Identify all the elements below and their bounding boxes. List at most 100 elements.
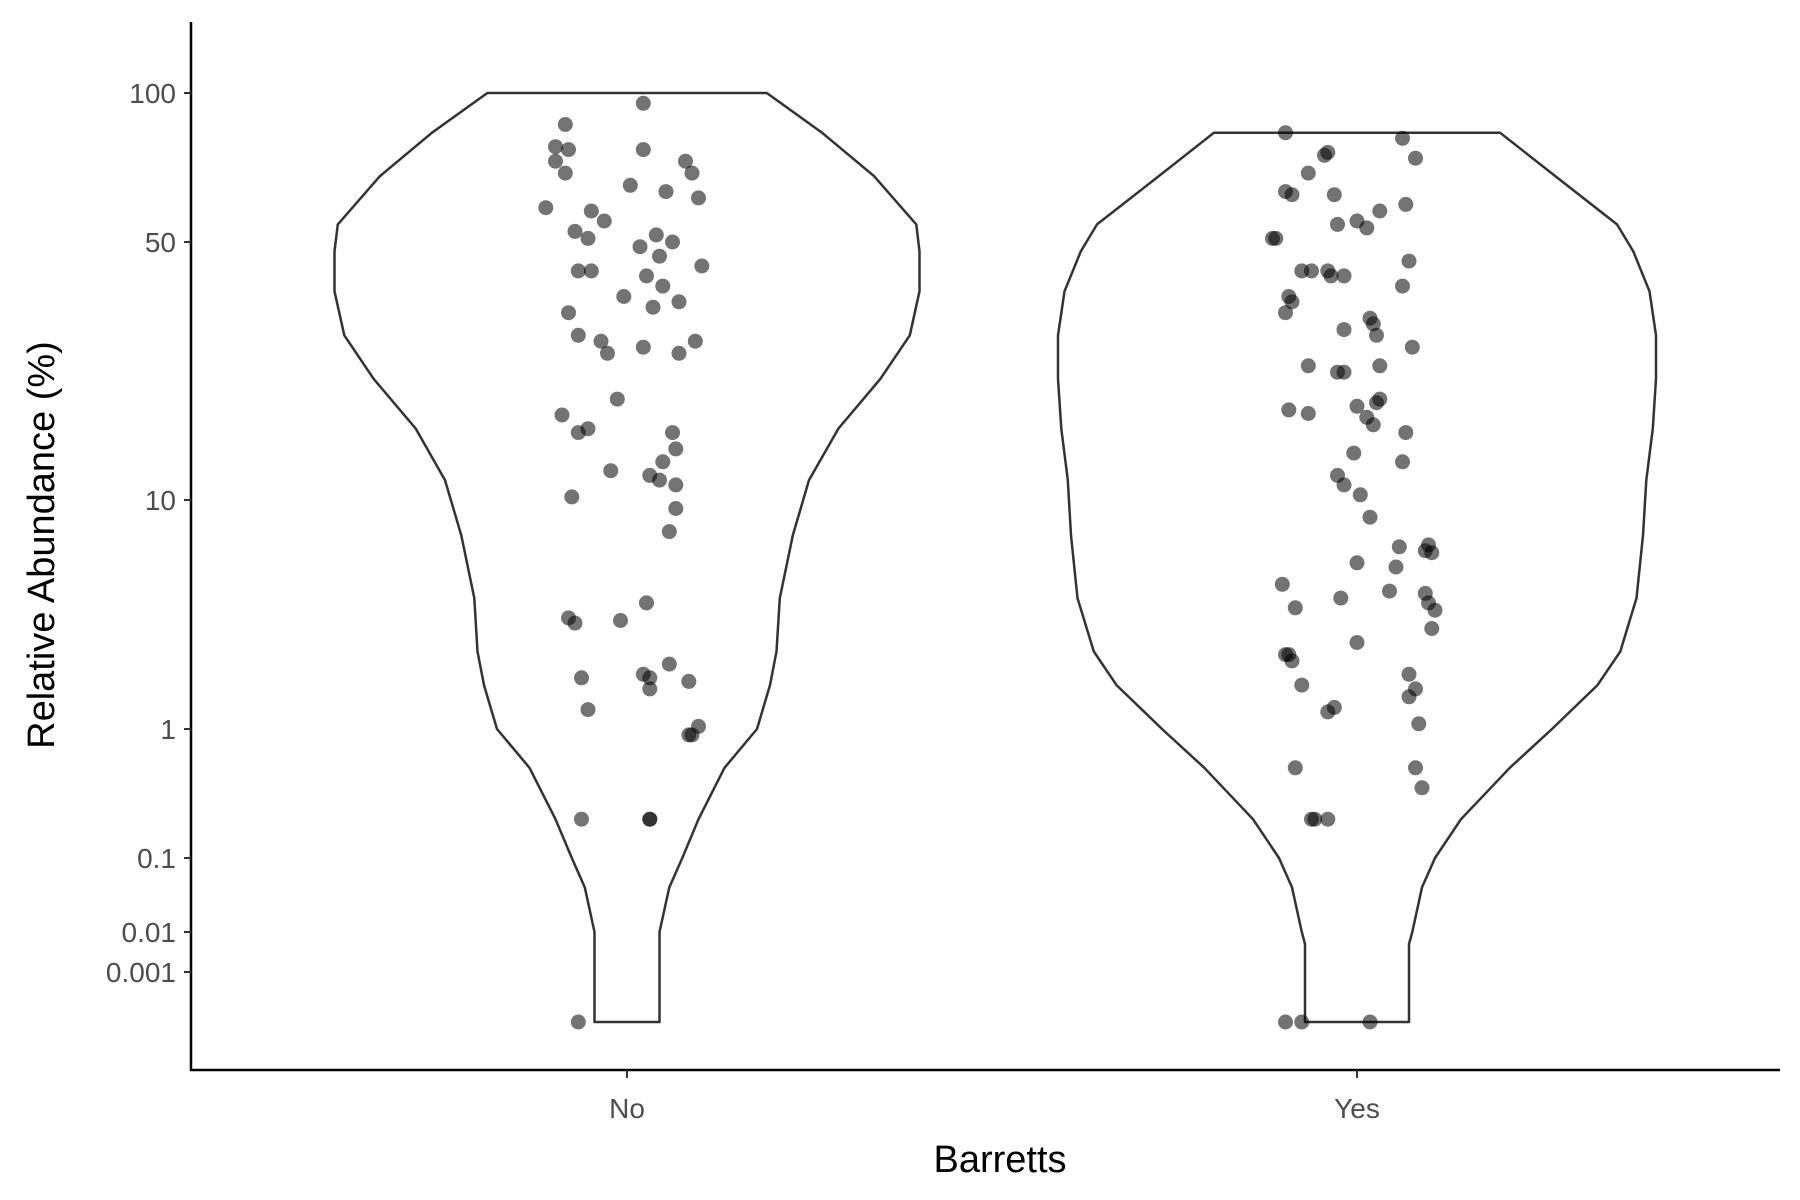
- data-point-yes: [1320, 811, 1336, 827]
- data-point-yes: [1359, 220, 1375, 236]
- data-point-yes: [1349, 635, 1365, 650]
- data-point-no: [639, 268, 654, 284]
- data-point-yes: [1352, 487, 1368, 503]
- x-axis-title: Barretts: [933, 1139, 1066, 1181]
- data-point-yes: [1307, 811, 1323, 827]
- data-point-yes: [1401, 689, 1417, 705]
- y-axis-title: Relative Abundance (%): [21, 341, 63, 749]
- y-tick-label: 10: [145, 485, 176, 516]
- data-point-no: [570, 1014, 586, 1030]
- data-point-no: [616, 289, 632, 304]
- data-point-no: [580, 230, 596, 246]
- data-point-yes: [1300, 358, 1316, 374]
- data-point-yes: [1278, 125, 1293, 141]
- data-point-yes: [1349, 555, 1365, 571]
- data-point-no: [564, 489, 580, 505]
- data-point-no: [652, 472, 667, 488]
- data-point-yes: [1414, 780, 1430, 796]
- data-point-yes: [1333, 590, 1349, 606]
- data-point-yes: [1330, 216, 1345, 232]
- data-point-no: [687, 333, 703, 349]
- data-point-yes: [1391, 539, 1407, 555]
- data-point-yes: [1278, 305, 1293, 321]
- data-point-yes: [1365, 417, 1381, 433]
- data-point-yes: [1284, 294, 1300, 310]
- y-tick-label: 0.1: [137, 843, 176, 874]
- data-point-no: [635, 339, 651, 355]
- data-point-yes: [1336, 268, 1352, 284]
- data-point-no: [655, 454, 671, 470]
- violin-layer: [333, 91, 1658, 1024]
- data-point-no: [635, 95, 651, 111]
- data-point-no: [574, 811, 589, 827]
- data-point-no: [554, 407, 570, 423]
- data-point-no: [681, 673, 697, 689]
- data-point-yes: [1294, 1014, 1310, 1030]
- data-point-yes: [1369, 395, 1384, 411]
- data-point-yes: [1424, 545, 1440, 561]
- data-point-no: [632, 239, 648, 255]
- data-point-no: [580, 702, 596, 718]
- data-point-yes: [1362, 1014, 1378, 1030]
- violin-no: [333, 91, 921, 1024]
- data-point-no: [668, 477, 684, 493]
- data-point-yes: [1287, 600, 1303, 616]
- data-point-yes: [1398, 196, 1414, 212]
- data-point-yes: [1424, 621, 1440, 636]
- data-point-no: [684, 165, 700, 181]
- y-tick-label: 50: [145, 227, 176, 258]
- data-point-no: [548, 153, 563, 169]
- data-point-no: [574, 670, 589, 686]
- data-point-no: [557, 117, 573, 132]
- data-point-yes: [1388, 559, 1404, 575]
- data-point-no: [645, 299, 661, 315]
- data-point-no: [538, 200, 554, 216]
- data-point-yes: [1372, 203, 1388, 219]
- data-point-yes: [1268, 230, 1284, 246]
- data-point-no: [570, 425, 586, 441]
- data-point-no: [593, 333, 609, 349]
- data-point-no: [622, 177, 638, 193]
- data-point-yes: [1427, 602, 1443, 618]
- x-axis-ticks: No Yes: [609, 1070, 1380, 1124]
- data-point-no: [548, 139, 563, 155]
- data-point-no: [642, 670, 658, 686]
- data-point-no: [596, 213, 612, 229]
- data-point-no: [668, 441, 684, 457]
- violin-yes: [1056, 131, 1658, 1024]
- y-tick-label: 0.001: [106, 957, 176, 988]
- data-point-no: [671, 345, 687, 361]
- data-point-yes: [1284, 653, 1300, 669]
- data-point-no: [613, 613, 628, 628]
- x-tick-label: Yes: [1334, 1093, 1380, 1124]
- data-point-no: [570, 327, 586, 343]
- data-point-yes: [1281, 402, 1297, 418]
- data-point-no: [655, 278, 671, 294]
- y-tick-label: 0.01: [122, 917, 177, 948]
- data-point-yes: [1401, 253, 1417, 269]
- data-point-no: [665, 425, 680, 441]
- data-point-no: [635, 142, 651, 158]
- data-point-yes: [1320, 704, 1336, 720]
- data-point-yes: [1401, 666, 1417, 682]
- data-point-yes: [1300, 165, 1316, 181]
- data-point-yes: [1274, 576, 1290, 592]
- data-point-yes: [1336, 322, 1352, 338]
- data-point-no: [658, 184, 674, 200]
- data-point-no: [609, 391, 625, 407]
- data-point-yes: [1372, 358, 1388, 374]
- data-point-yes: [1278, 1014, 1293, 1030]
- data-point-no: [671, 294, 687, 310]
- data-point-no: [567, 223, 583, 239]
- data-point-no: [652, 248, 667, 264]
- data-point-yes: [1336, 364, 1352, 380]
- points-layer: [538, 95, 1443, 1030]
- data-point-yes: [1369, 327, 1384, 343]
- data-point-no: [668, 501, 684, 516]
- data-point-no: [583, 203, 599, 219]
- data-point-no: [567, 615, 583, 631]
- data-point-yes: [1323, 268, 1339, 284]
- data-point-no: [642, 811, 658, 827]
- data-point-yes: [1404, 339, 1420, 355]
